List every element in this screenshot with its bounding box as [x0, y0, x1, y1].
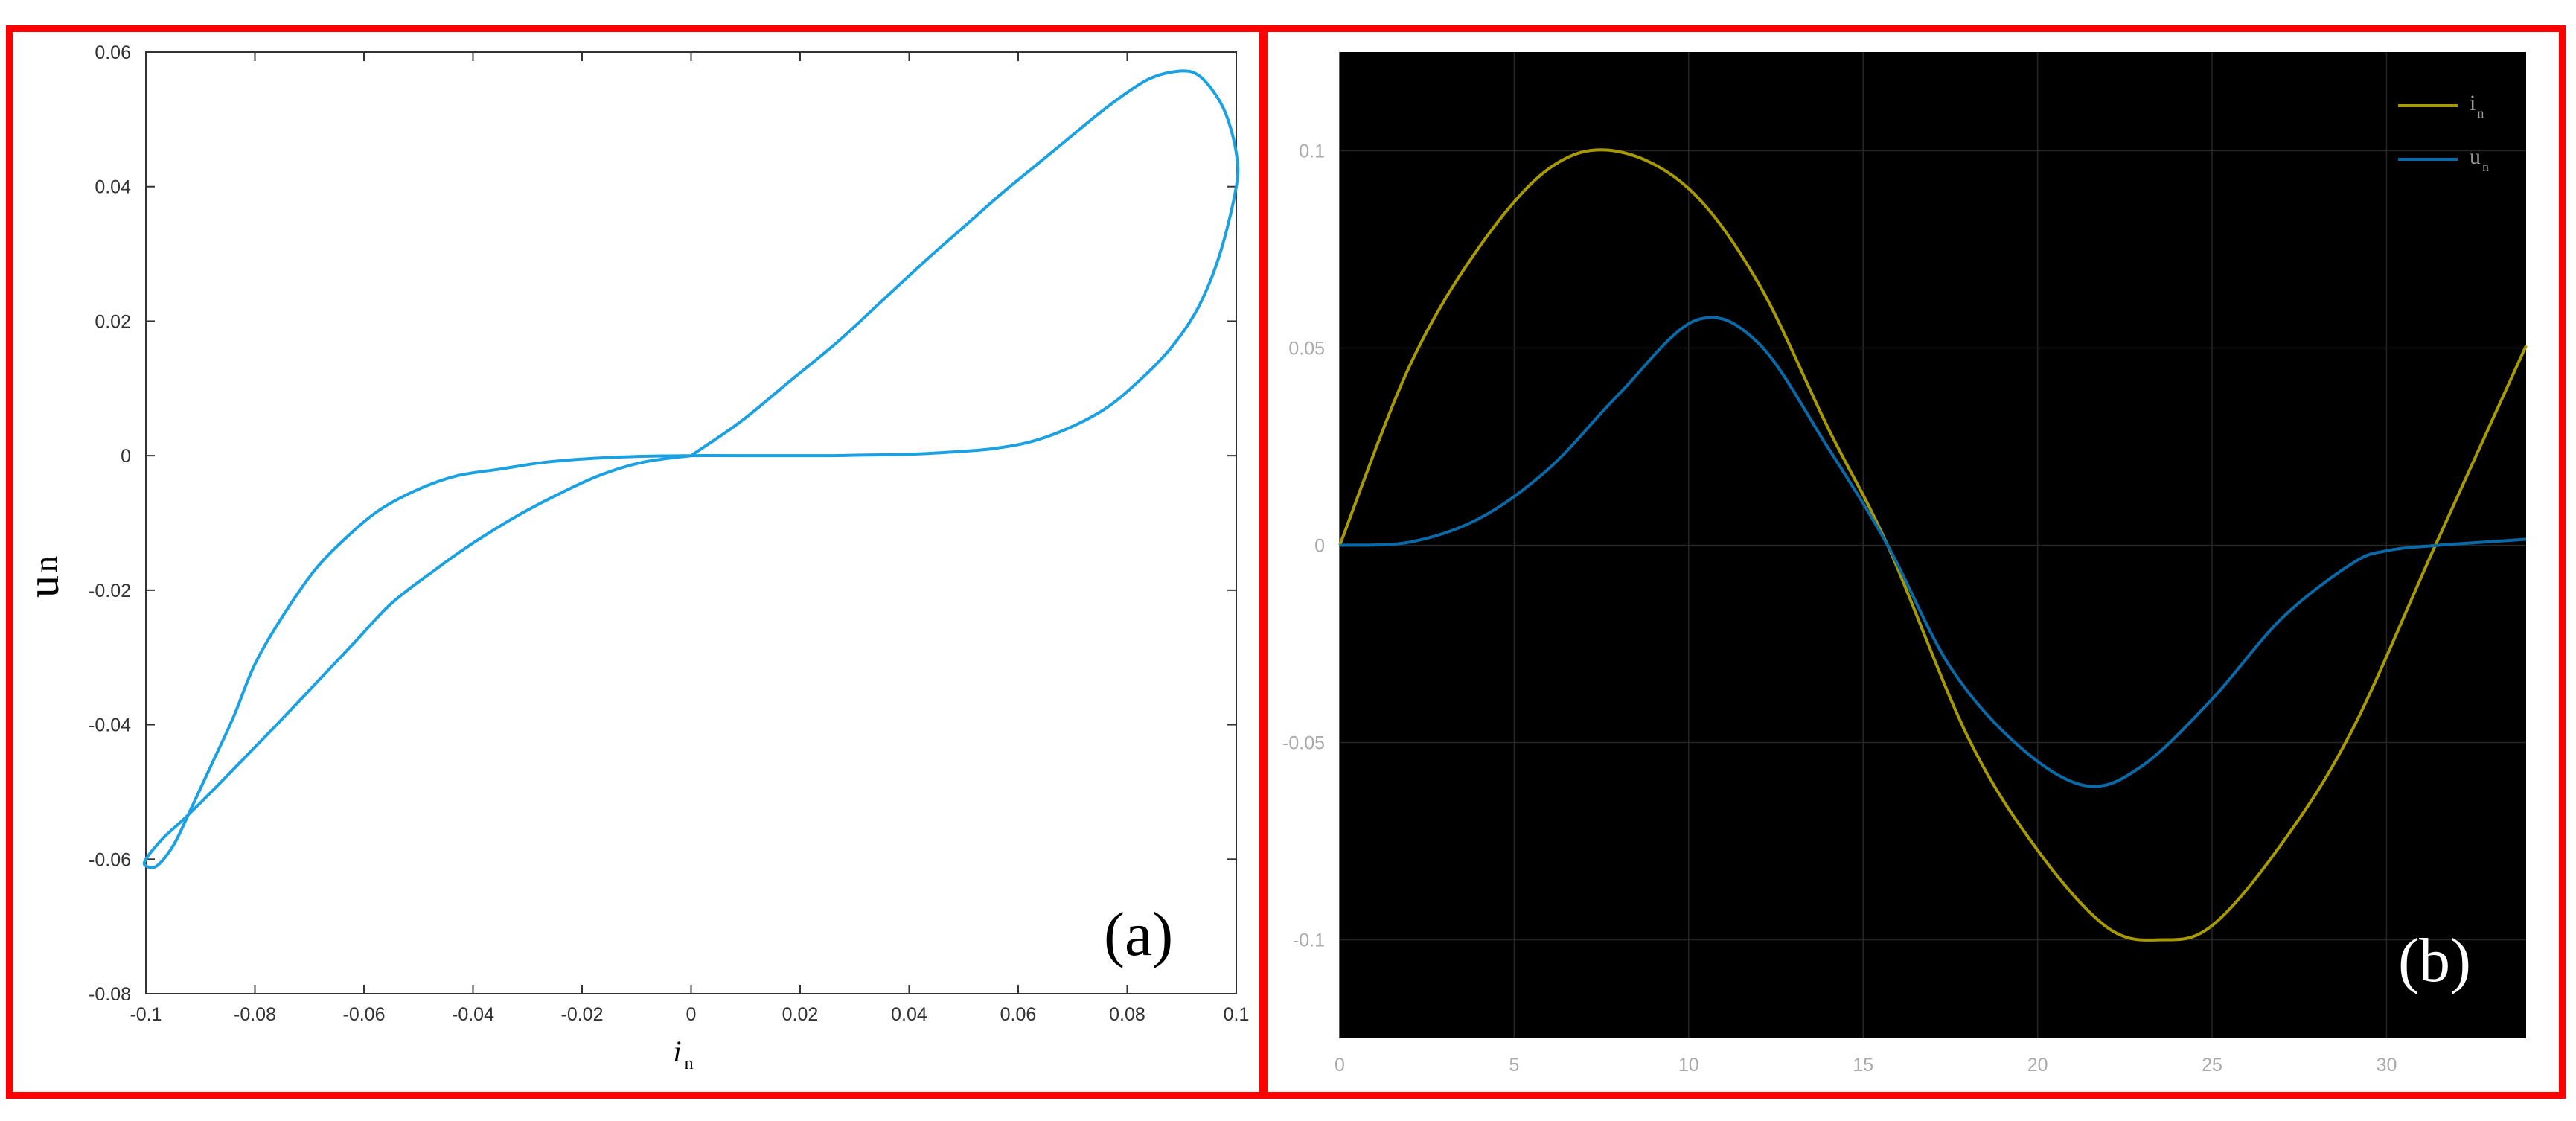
panel-a-ytick-label: 0.06: [95, 42, 131, 63]
panel-a-ytick-label: 0.04: [95, 177, 131, 198]
series-un-line: [1339, 316, 2527, 788]
panel-b-xtick-label: 20: [2027, 1055, 2048, 1076]
panel-a-ylabel: un: [19, 556, 68, 598]
panel-b-xtick-label: 15: [1853, 1055, 1873, 1076]
panel-a-xlabel-main: i: [673, 1035, 681, 1068]
panel-a-xtick-label: 0.04: [891, 1004, 927, 1025]
panel-b-xtick-label: 5: [1509, 1055, 1519, 1076]
panel-a-ytick-label: -0.02: [89, 581, 131, 601]
panel-a-xtick-label: -0.08: [234, 1004, 276, 1025]
panel-a-ytick-label: -0.04: [89, 715, 131, 736]
series-in-line: [1338, 148, 2528, 942]
panel-a-xtick-label: -0.04: [452, 1004, 494, 1025]
panel-a-xtick-label: -0.1: [130, 1004, 162, 1025]
panel-a-ytick-label: 0.02: [95, 311, 131, 332]
panel-a-xtick-label: 0.02: [782, 1004, 819, 1025]
panel-a-xtick-label: 0.08: [1109, 1004, 1145, 1025]
panel-b-ytick-label: 0: [1314, 536, 1325, 557]
legend-in-main: i: [2470, 91, 2476, 115]
panel-b-ytick-label: -0.1: [1293, 930, 1325, 951]
legend-in-sub: n: [2477, 106, 2484, 121]
panel-b-xtick-label: 0: [1335, 1055, 1345, 1076]
legend-un-main: u: [2470, 144, 2481, 169]
panel-a-xtick-label: 0: [686, 1004, 697, 1025]
panel-a-ylabel-sub: n: [28, 556, 64, 572]
panel-b-frame: [1259, 25, 2566, 1099]
panel-a-ytick-label: -0.08: [89, 984, 131, 1005]
panel-a-axes-frame: [145, 51, 1237, 994]
panel-b-xtick-label: 10: [1678, 1055, 1699, 1076]
panel-b-ytick-label: 0.1: [1299, 141, 1325, 162]
legend-un-sub: n: [2482, 159, 2489, 174]
panel-b-ytick-label: -0.05: [1282, 733, 1325, 754]
panel-a-xlabel-sub: n: [685, 1054, 694, 1073]
panel-a-loop-line: [142, 69, 1240, 869]
panel-a-chart: -0.1 -0.08 -0.06 -0.04 -0.02 0 0.02 0.04 0.06 0.0…: [19, 42, 1249, 1073]
panel-a-ylabel-main: u: [19, 575, 68, 598]
svg-text:un: un: [19, 556, 68, 598]
panel-b-xtick-label: 25: [2202, 1055, 2222, 1076]
panel-a-xtick-label: -0.02: [561, 1004, 604, 1025]
panel-a-xtick-label: 0.06: [1000, 1004, 1037, 1025]
panel-a-ytick-label: 0: [121, 446, 131, 467]
panel-a-xtick-label: 0.1: [1224, 1004, 1250, 1025]
panel-a-xtick-label: -0.06: [343, 1004, 386, 1025]
panel-b-xtick-label: 30: [2377, 1055, 2397, 1076]
panel-b-ytick-label: 0.05: [1288, 339, 1325, 360]
panel-a-ytick-label: -0.06: [89, 849, 131, 870]
panel-a-tag: (a): [1104, 900, 1173, 969]
panel-b-tag: (b): [2398, 926, 2471, 995]
